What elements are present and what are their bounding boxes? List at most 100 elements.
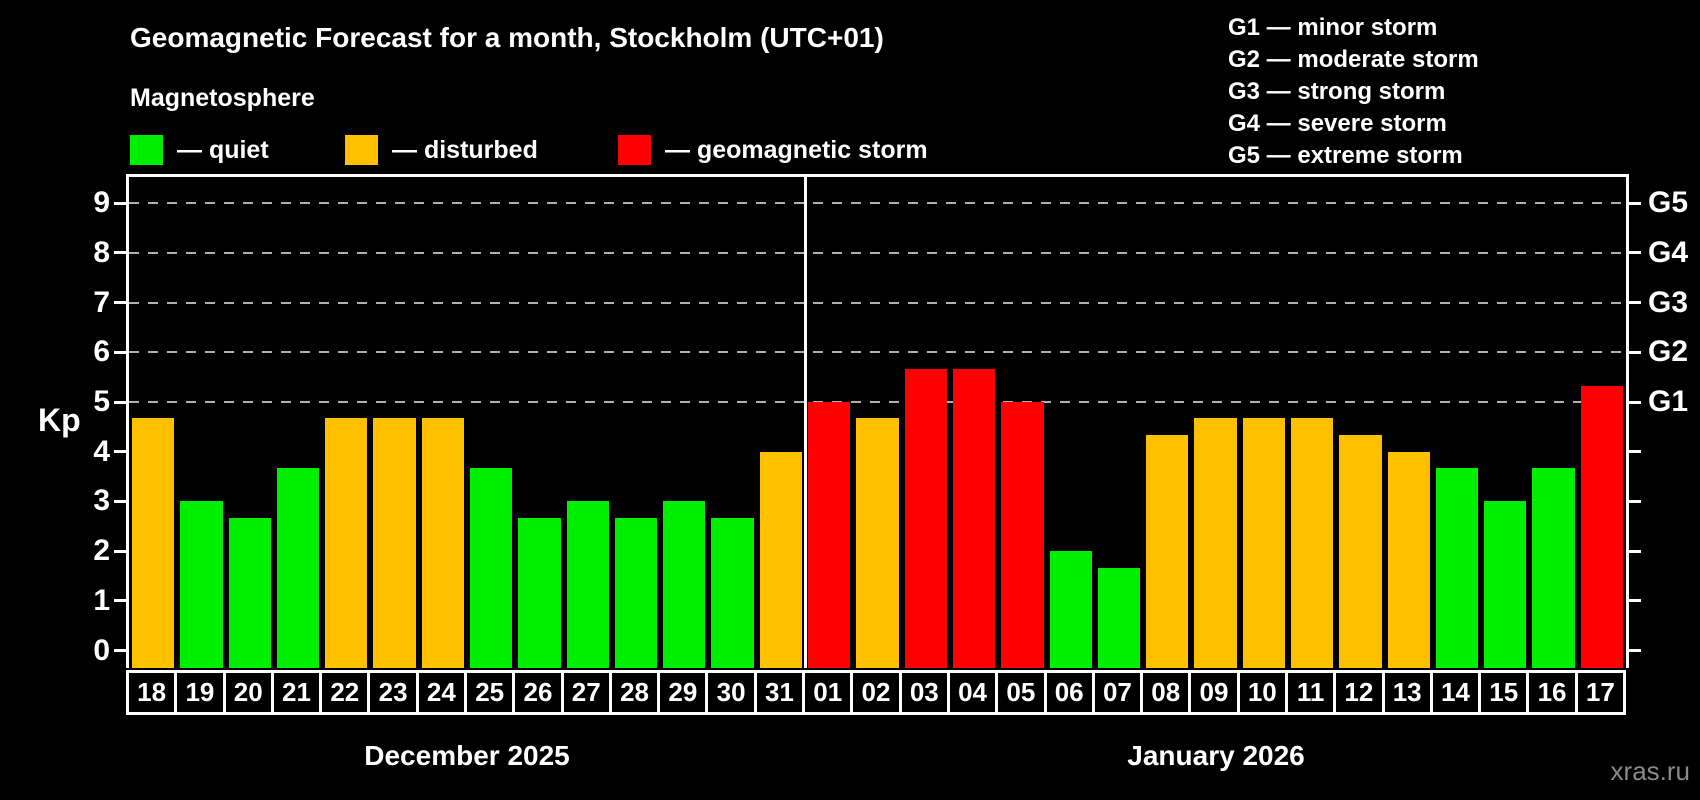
kp-bar-day-26 [518,517,561,668]
kp-bar-day-11 [1290,418,1334,668]
left-tick-kp-5 [114,400,126,404]
g4-legend-line: G4 — severe storm [1228,110,1447,137]
gridline-kp-5 [129,401,1626,403]
gridline-kp-9 [129,202,1626,205]
left-tick-kp-2 [114,549,126,553]
day-label-11: 11 [1284,670,1337,715]
watermark: xras.ru [1610,756,1690,786]
y-axis-tick-label-0: 0 [93,633,110,667]
g-scale-legend: G1 — minor storm G2 — moderate storm G3 … [1228,12,1479,172]
kp-bar-day-31 [759,451,803,668]
left-tick-kp-3 [114,499,126,503]
left-tick-kp-6 [114,350,126,354]
y-axis-tick-label-2: 2 [93,534,110,568]
kp-bar-day-30 [711,517,754,668]
y-axis-tick-label-9: 9 [93,186,110,220]
day-label-21: 21 [270,670,323,715]
right-tick-kp-0 [1629,649,1641,652]
day-label-29: 29 [657,670,709,715]
day-label-02: 02 [850,670,902,715]
left-tick-kp-9 [114,201,126,205]
left-tick-kp-4 [114,450,126,454]
g2-legend-line: G2 — moderate storm [1228,46,1479,73]
kp-bar-day-24 [421,418,465,668]
day-label-26: 26 [512,670,564,715]
left-tick-kp-8 [114,251,126,255]
legend-label-quiet: — quiet [177,135,269,164]
plot-area [126,174,1629,668]
left-tick-kp-1 [114,599,126,603]
legend-label-disturbed: — disturbed [392,135,538,164]
day-label-30: 30 [705,670,757,715]
gridline-kp-8 [129,251,1626,254]
y-axis-tick-label-4: 4 [93,434,110,468]
right-tick-kp-3 [1629,499,1641,503]
kp-bar-day-23 [373,418,416,668]
right-axis-label-g5: G5 [1648,186,1689,220]
y-axis-tick-label-6: 6 [93,335,110,369]
month-separator-line [803,177,807,668]
legend-item-storm: — geomagnetic storm [618,135,928,165]
quiet-color-swatch [130,135,163,165]
right-axis-label-g2: G2 [1648,335,1689,369]
g3-legend-line: G3 — strong storm [1228,78,1446,105]
kp-bar-day-20 [228,517,271,668]
kp-bar-day-17 [1580,385,1623,668]
kp-bar-day-22 [325,418,368,668]
kp-bar-day-15 [1484,501,1527,668]
right-tick-kp-1 [1629,599,1641,603]
y-axis-tick-label-8: 8 [93,235,110,269]
legend-item-disturbed: — disturbed [345,135,538,165]
day-label-23: 23 [367,670,419,715]
kp-bar-day-19 [180,501,223,668]
day-label-28: 28 [608,670,661,715]
g1-legend-line: G1 — minor storm [1228,14,1438,41]
day-label-05: 05 [995,670,1047,715]
gridline-kp-6 [129,351,1626,354]
kp-bar-day-21 [276,468,320,668]
day-label-24: 24 [415,670,468,715]
day-label-12: 12 [1333,670,1385,715]
right-tick-kp-5 [1629,400,1641,404]
day-label-15: 15 [1478,670,1530,715]
day-label-17: 17 [1574,670,1626,715]
day-label-16: 16 [1526,670,1578,715]
day-label-08: 08 [1140,670,1192,715]
right-axis-label-g4: G4 [1648,235,1689,269]
kp-bar-day-07 [1097,567,1141,668]
kp-bar-day-02 [856,418,899,668]
day-label-03: 03 [898,670,950,715]
right-tick-kp-2 [1629,549,1641,553]
kp-bar-day-18 [132,418,175,668]
kp-bar-day-04 [952,368,996,668]
kp-bar-day-10 [1242,418,1285,668]
kp-bar-day-08 [1146,435,1189,668]
right-tick-kp-4 [1629,450,1641,454]
right-tick-kp-9 [1629,201,1641,205]
right-tick-kp-6 [1629,350,1641,354]
kp-bar-day-29 [663,501,706,668]
disturbed-color-swatch [345,135,378,165]
legend-item-quiet: — quiet [130,135,269,165]
month-label-december: December 2025 [364,740,570,771]
right-tick-kp-7 [1629,301,1641,305]
right-tick-kp-8 [1629,251,1641,255]
kp-bar-day-16 [1532,468,1575,668]
day-label-01: 01 [802,670,854,715]
left-tick-kp-7 [114,301,126,305]
kp-bar-day-03 [904,368,947,668]
kp-bar-day-05 [1001,402,1044,668]
kp-bar-day-09 [1194,418,1237,668]
gridline-kp-7 [129,301,1626,304]
y-axis-label-kp: Kp [38,402,81,438]
day-label-13: 13 [1381,670,1433,715]
day-label-25: 25 [464,670,516,715]
left-tick-kp-0 [114,649,126,652]
month-label-january: January 2026 [1127,740,1305,771]
day-label-18: 18 [126,670,178,715]
kp-bar-day-06 [1049,551,1092,668]
y-axis-tick-label-1: 1 [93,583,110,617]
g5-legend-line: G5 — extreme storm [1228,142,1463,169]
right-axis-label-g3: G3 [1648,285,1689,319]
